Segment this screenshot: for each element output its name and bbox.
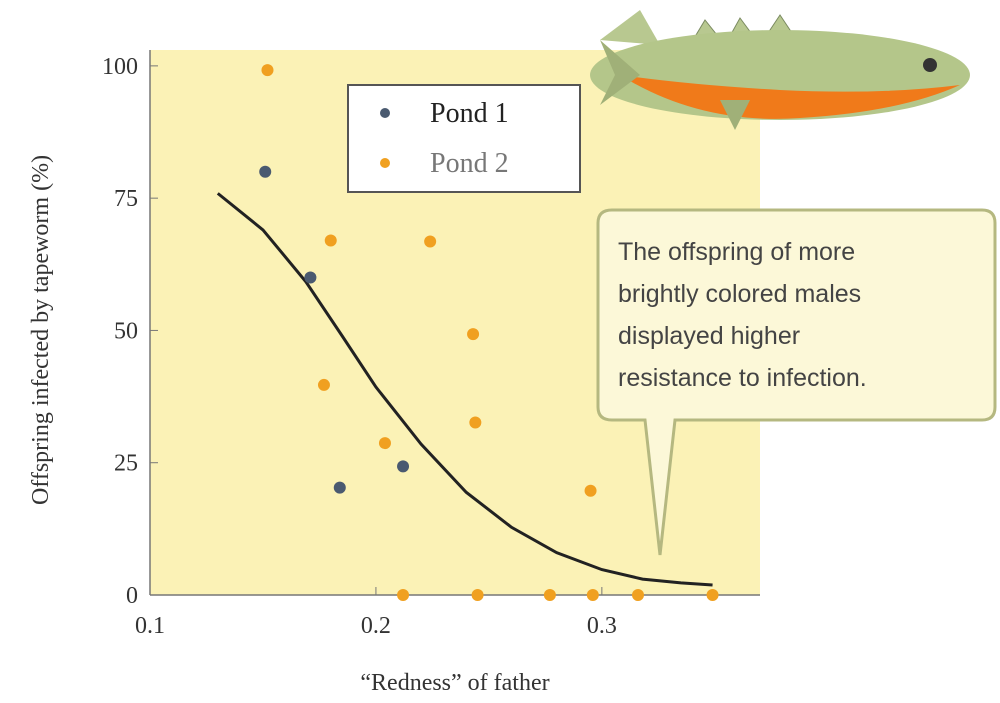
y-tick-label: 25 bbox=[114, 451, 138, 477]
data-point bbox=[584, 484, 597, 497]
data-point bbox=[543, 589, 556, 601]
data-point bbox=[586, 589, 599, 601]
data-point bbox=[397, 589, 410, 601]
legend-marker bbox=[380, 158, 390, 168]
legend-marker bbox=[380, 108, 390, 118]
x-tick-label: 0.1 bbox=[135, 613, 165, 639]
fish-illustration bbox=[590, 10, 970, 130]
annotation-line: brightly colored males bbox=[618, 280, 861, 308]
data-point bbox=[469, 416, 482, 429]
data-point bbox=[324, 234, 337, 247]
data-point bbox=[632, 589, 644, 601]
annotation-line: The offspring of more bbox=[618, 238, 855, 266]
y-tick-label: 0 bbox=[126, 583, 138, 609]
annotation-line: resistance to infection. bbox=[618, 364, 867, 392]
y-tick-label: 50 bbox=[114, 318, 138, 344]
data-point bbox=[261, 64, 274, 77]
data-point bbox=[378, 437, 391, 450]
trend-line bbox=[216, 192, 713, 587]
x-tick-label: 0.2 bbox=[361, 613, 391, 639]
data-point bbox=[467, 328, 480, 341]
legend bbox=[347, 84, 581, 193]
x-axis-label: “Redness” of father bbox=[360, 670, 549, 696]
annotation-line: displayed higher bbox=[618, 322, 800, 350]
legend-label: Pond 2 bbox=[430, 148, 509, 179]
data-point bbox=[259, 165, 272, 178]
data-point bbox=[424, 235, 437, 248]
data-point bbox=[304, 271, 317, 284]
y-tick-label: 75 bbox=[114, 186, 138, 212]
data-point bbox=[706, 589, 719, 601]
x-tick-label: 0.3 bbox=[587, 613, 617, 639]
data-point bbox=[471, 589, 484, 601]
legend-box bbox=[347, 84, 581, 193]
data-point bbox=[397, 460, 410, 473]
y-axis-label: Offspring infected by tapeworm (%) bbox=[28, 155, 54, 505]
callout bbox=[596, 208, 997, 556]
legend-label: Pond 1 bbox=[430, 98, 509, 129]
data-point bbox=[333, 481, 346, 494]
callout-box bbox=[596, 208, 997, 556]
data-point bbox=[317, 378, 330, 391]
y-tick-label: 100 bbox=[102, 54, 138, 80]
